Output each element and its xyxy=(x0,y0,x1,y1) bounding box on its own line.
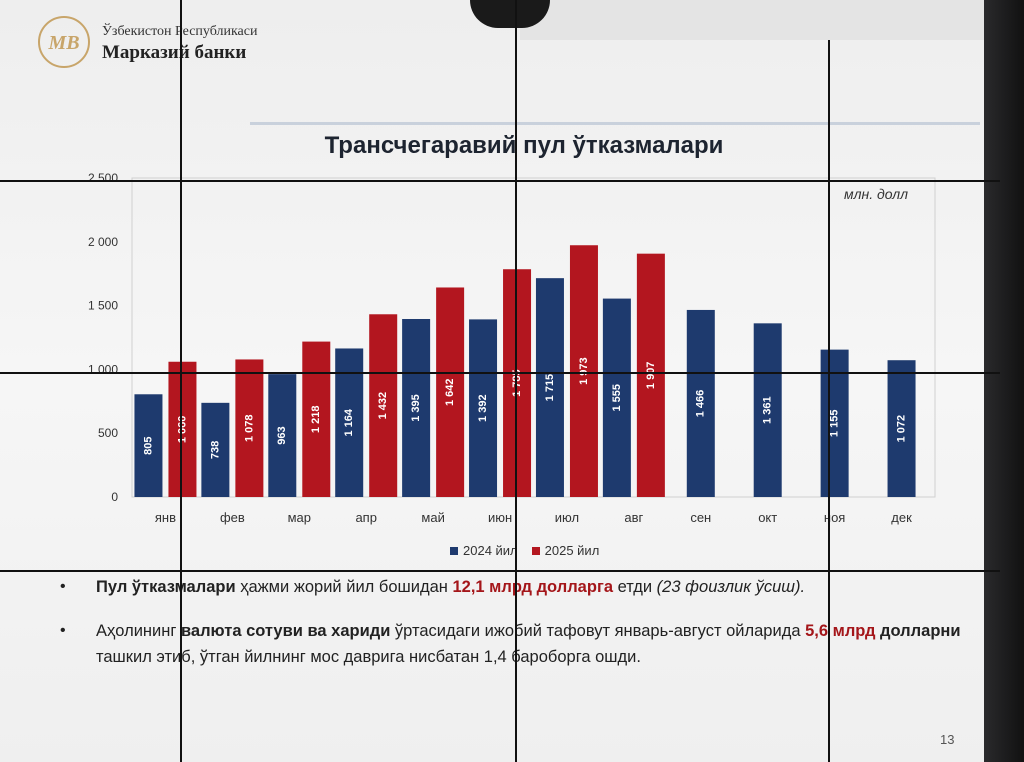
x-tick-label: июл xyxy=(555,510,579,525)
bullet-item: • Аҳолининг валюта сотуви ва хариди ўрта… xyxy=(60,618,980,670)
x-tick-label: янв xyxy=(155,510,176,525)
bullet-bold: долларни xyxy=(875,622,961,640)
x-tick-label: дек xyxy=(891,510,912,525)
x-tick-label: июн xyxy=(488,510,512,525)
bullet-note: (23 фоизлик ўсиш). xyxy=(656,578,806,596)
bank-name-line2: Марказий банки xyxy=(102,42,247,63)
bar-value-label: 1 078 xyxy=(243,414,255,442)
bar-value-label: 1 907 xyxy=(645,362,657,390)
screen-bezel xyxy=(984,0,1024,762)
bullet-dot: • xyxy=(60,622,66,639)
bar-2024 xyxy=(268,374,297,497)
bar-chart: 0 500 1 000 1 500 2 000 2 500 янв 805 1 060 фев 73… xyxy=(88,171,936,525)
bar-value-label: 1 218 xyxy=(310,406,322,434)
bar-2024 xyxy=(201,402,230,497)
bar-2024 xyxy=(820,349,849,497)
bar-value-label: 963 xyxy=(276,426,288,444)
bullet-bold: валюта сотуви ва хариди xyxy=(180,622,391,640)
camera-icon xyxy=(470,0,550,28)
y-tick-label: 2 500 xyxy=(88,171,118,185)
bullet-text: ташкил этиб, ўтган йилнинг мос даврига н… xyxy=(96,648,641,666)
x-tick-label: авг xyxy=(624,510,643,525)
bar-value-label: 1 395 xyxy=(410,394,422,422)
bar-value-label: 1 715 xyxy=(544,374,556,402)
bar-2025 xyxy=(369,314,398,497)
x-tick-label: сен xyxy=(690,510,711,525)
chart-legend: 2024 йил 2025 йил xyxy=(450,543,599,558)
x-tick-label: мар xyxy=(288,510,311,525)
bar-value-label: 738 xyxy=(209,441,221,459)
bar-value-label: 1 642 xyxy=(444,378,456,406)
bar-value-label: 1 555 xyxy=(611,384,623,412)
x-tick-label: фев xyxy=(220,510,245,525)
slide-title: Трансчегаравий пул ўтказмалари xyxy=(324,132,724,159)
seam-horizontal xyxy=(0,570,1000,572)
plot-area xyxy=(131,177,936,498)
legend-item-2024: 2024 йил xyxy=(450,543,518,558)
seam-horizontal xyxy=(0,372,1000,374)
bank-name-line1: Ўзбекистон Республикаси xyxy=(102,24,258,39)
legend-swatch-2024 xyxy=(450,546,458,555)
bank-emblem-icon: MB xyxy=(47,32,79,54)
bar-2025 xyxy=(436,287,465,497)
bullet-bold: Пул ўтказмалари xyxy=(96,578,236,596)
y-tick-label: 0 xyxy=(111,490,118,504)
unit-label: млн. долл xyxy=(844,186,908,202)
bullet-list: • Пул ўтказмалари ҳажми жорий йил бошида… xyxy=(60,574,980,670)
bullet-text: ҳажми жорий йил бошидан xyxy=(235,578,453,596)
seam-vertical xyxy=(515,0,517,762)
bar-value-label: 1 361 xyxy=(762,396,774,424)
bullet-item: • Пул ўтказмалари ҳажми жорий йил бошида… xyxy=(60,574,980,600)
bar-2025 xyxy=(503,269,532,497)
y-tick-label: 2 000 xyxy=(88,235,118,249)
legend-label-2025: 2025 йил xyxy=(544,543,600,558)
y-tick-label: 1 000 xyxy=(88,362,118,376)
bar-value-label: 1 432 xyxy=(377,392,389,420)
bar-2024 xyxy=(535,278,564,497)
bullet-text: Аҳолининг xyxy=(96,622,181,640)
seam-vertical xyxy=(180,0,182,762)
bar-2025 xyxy=(569,245,598,497)
legend-swatch-2025 xyxy=(531,546,540,555)
legend-item-2025: 2025 йил xyxy=(531,543,600,558)
page-number: 13 xyxy=(940,732,955,747)
y-tick-label: 1 500 xyxy=(88,299,118,313)
bullet-highlight: 12,1 млрд долларга xyxy=(452,578,613,596)
bar-2024 xyxy=(134,394,163,497)
bar-2024 xyxy=(686,309,715,497)
bar-2025 xyxy=(235,359,264,497)
bullet-dot: • xyxy=(60,578,66,595)
bar-2025 xyxy=(302,341,331,497)
bar-value-label: 1 164 xyxy=(343,408,355,436)
x-tick-label: май xyxy=(421,510,444,525)
x-tick-label: апр xyxy=(355,510,377,525)
bar-2025 xyxy=(636,253,665,497)
y-tick-label: 500 xyxy=(98,426,118,440)
bullet-text: ўртасидаги ижобий тафовут январь-август … xyxy=(390,622,806,640)
bar-value-label: 1 466 xyxy=(695,390,707,418)
bank-logo: MB xyxy=(38,16,90,68)
bullet-text: етди xyxy=(613,578,657,596)
bar-value-label: 1 072 xyxy=(895,415,907,443)
bar-2025 xyxy=(168,361,197,497)
bar-2024 xyxy=(753,323,782,497)
bar-value-label: 1 392 xyxy=(477,394,489,422)
bar-2024 xyxy=(602,298,631,497)
legend-label-2024: 2024 йил xyxy=(463,543,518,558)
bar-value-label: 1 060 xyxy=(176,416,188,444)
bullet-highlight: 5,6 млрд xyxy=(805,622,876,640)
title-divider xyxy=(250,122,980,125)
seam-horizontal xyxy=(0,180,1000,182)
bar-2024 xyxy=(469,319,498,497)
svg-text:MB: MB xyxy=(47,32,79,54)
bar-2024 xyxy=(402,318,431,497)
bar-value-label: 805 xyxy=(142,436,154,454)
x-tick-label: окт xyxy=(758,510,777,525)
bar-value-label: 1 155 xyxy=(829,410,841,438)
bar-value-label: 1 973 xyxy=(578,357,590,385)
bar-2024 xyxy=(887,360,916,497)
seam-vertical xyxy=(828,40,830,762)
ceiling-strip xyxy=(520,0,1024,40)
